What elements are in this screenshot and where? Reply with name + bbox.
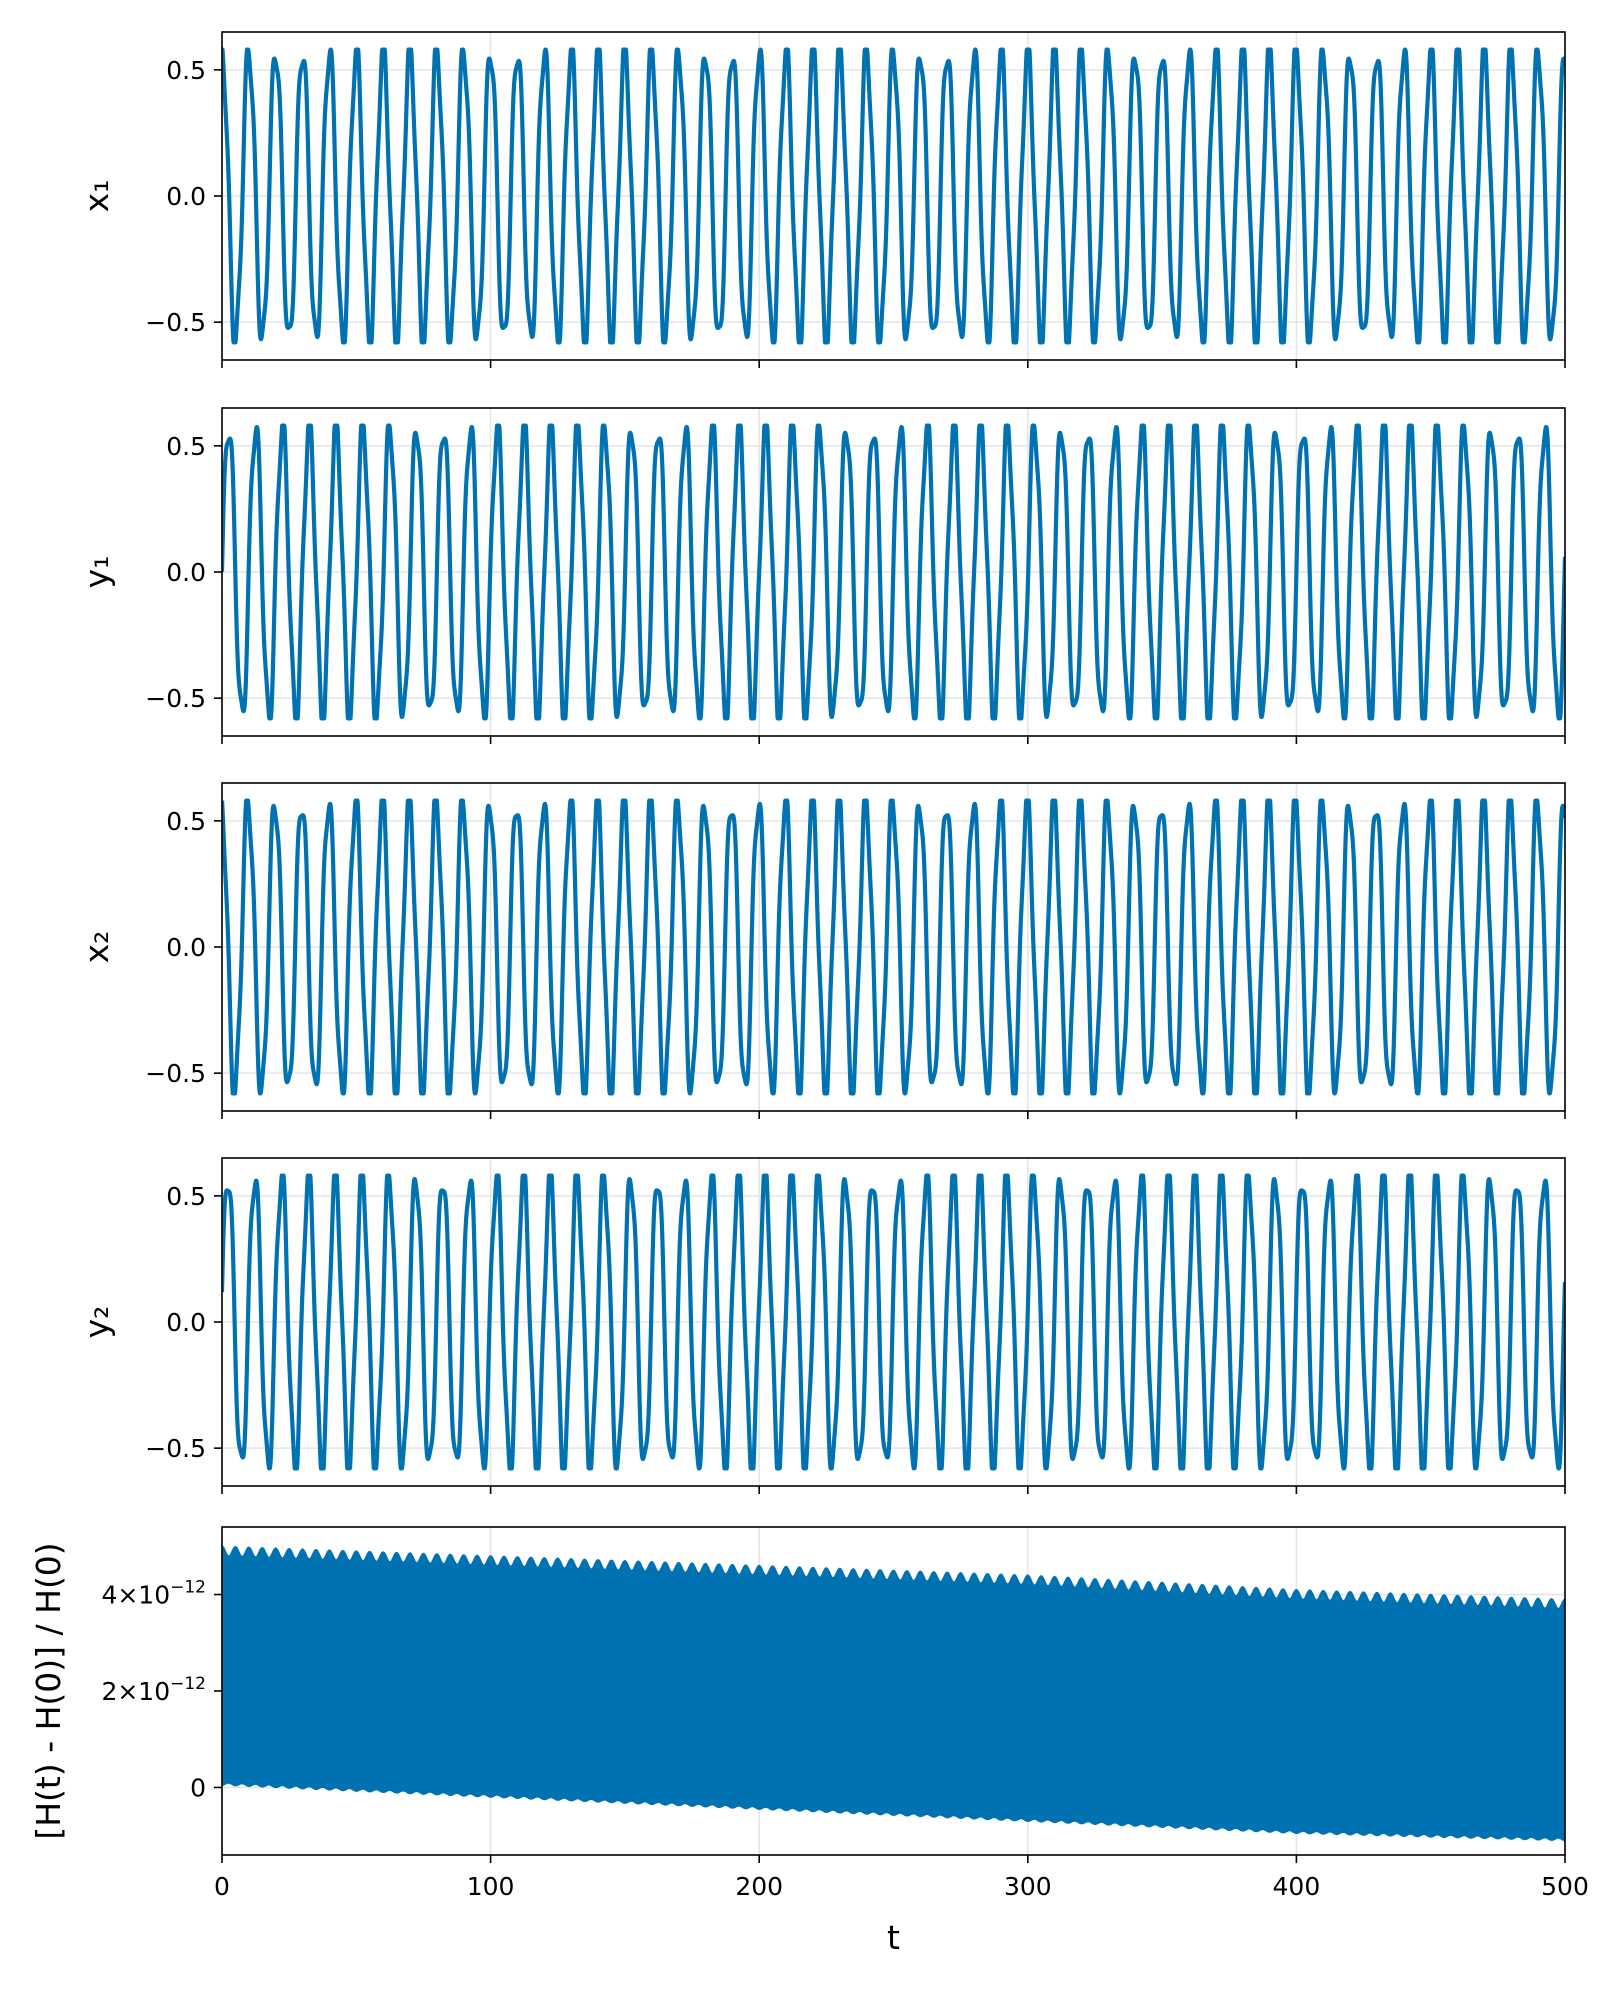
y-tick-exponent: −12 bbox=[170, 1578, 206, 1598]
y-tick-label: 0.5 bbox=[166, 56, 206, 85]
panel-2: −0.5 0.0 0.5 y₁ bbox=[77, 407, 1566, 744]
x-tick-label: 200 bbox=[735, 1872, 783, 1901]
plot-area bbox=[222, 1545, 1565, 1842]
data-line bbox=[222, 1173, 1565, 1471]
y-tick-label: 0 bbox=[190, 1773, 206, 1802]
y-tick-label: 0.0 bbox=[166, 933, 206, 962]
chart-panels: −0.50.00.5x₁−0.50.00.5y₁−0.50.00.5x₂−0.5… bbox=[29, 31, 1589, 1957]
y-axis-title: [H(t) - H(0)] / H(0) bbox=[29, 1542, 68, 1839]
data-line bbox=[222, 423, 1565, 721]
y-axis-title: x₂ bbox=[77, 931, 116, 964]
y-tick-label: 0.0 bbox=[166, 1308, 206, 1337]
y-axis-title: y₂ bbox=[77, 1306, 116, 1339]
data-band bbox=[222, 1545, 1565, 1842]
y-tick-mantissa: 2×10 bbox=[101, 1677, 170, 1706]
y-tick-mantissa: 0 bbox=[190, 1773, 206, 1802]
y-axis-title: y₁ bbox=[77, 556, 116, 589]
plot-area bbox=[222, 798, 1565, 1096]
y-tick-label: −0.5 bbox=[145, 684, 206, 713]
x-tick-label: 300 bbox=[1004, 1872, 1052, 1901]
data-line bbox=[222, 798, 1565, 1096]
x-tick-label: 500 bbox=[1541, 1872, 1589, 1901]
y-tick-label: −0.5 bbox=[145, 308, 206, 337]
x-tick-label: 0 bbox=[214, 1872, 230, 1901]
panel-1: −0.5 0.0 0.5 x₁ bbox=[77, 31, 1566, 368]
x-axis-title: t bbox=[887, 1918, 900, 1957]
y-tick-exponent: −12 bbox=[170, 1674, 206, 1694]
plot-area bbox=[222, 423, 1565, 721]
plot-area bbox=[222, 1173, 1565, 1471]
x-tick-label: 100 bbox=[467, 1872, 515, 1901]
panel-4: −0.5 0.0 0.5 y₂ bbox=[77, 1157, 1566, 1494]
y-tick-label: 0.0 bbox=[166, 558, 206, 587]
y-tick-mantissa: 4×10 bbox=[101, 1581, 170, 1610]
y-tick-label: 2×10−12 bbox=[101, 1674, 206, 1706]
data-line bbox=[222, 47, 1565, 345]
y-tick-label: −0.5 bbox=[145, 1059, 206, 1088]
x-tick-label: 400 bbox=[1273, 1872, 1321, 1901]
y-tick-label: 0.5 bbox=[166, 1182, 206, 1211]
plot-area bbox=[222, 47, 1565, 345]
y-axis-title: x₁ bbox=[77, 180, 116, 213]
panel-3: −0.5 0.0 0.5 x₂ bbox=[77, 782, 1566, 1119]
y-tick-label: 0.0 bbox=[166, 182, 206, 211]
y-tick-label: 0.5 bbox=[166, 807, 206, 836]
y-tick-label: 0.5 bbox=[166, 432, 206, 461]
y-tick-label: 4×10−12 bbox=[101, 1578, 206, 1610]
panel-5: 02×10−124×10−120 100 200 300 400 500[H(t) - H… bbox=[29, 1526, 1589, 1957]
y-tick-label: −0.5 bbox=[145, 1434, 206, 1463]
